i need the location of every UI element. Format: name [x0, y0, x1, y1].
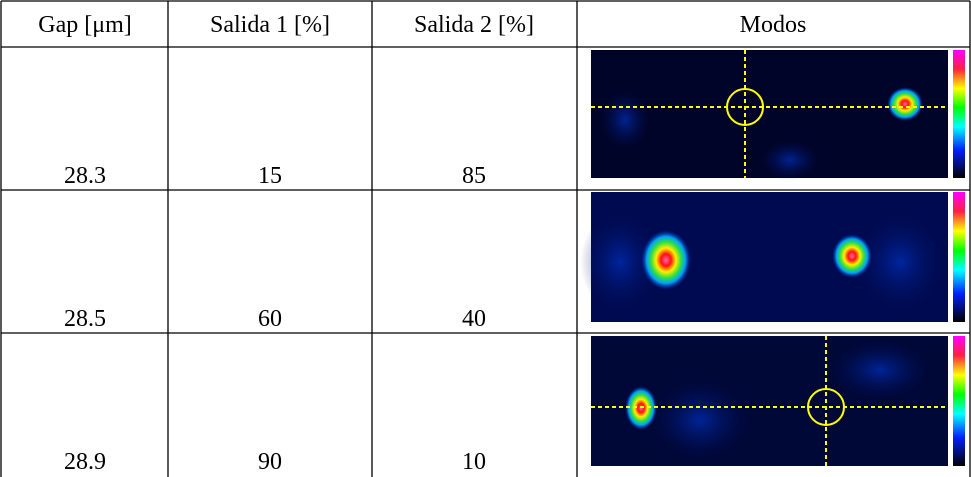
cell: 28.3 [64, 163, 106, 189]
cell: 40 [462, 306, 486, 332]
table: Gap [μm] Salida 1 [%] Salida 2 [%] Modos… [0, 0, 971, 477]
shape [953, 192, 965, 322]
shape [830, 340, 930, 400]
shape [953, 50, 965, 178]
shape [650, 380, 750, 460]
cell: 10 [462, 449, 486, 475]
header-cell: Salida 1 [%] [210, 12, 330, 38]
header-cell: Modos [740, 12, 807, 38]
header-cell: Salida 2 [%] [414, 12, 534, 38]
cell: 28.9 [64, 449, 106, 475]
cell: 28.5 [64, 306, 106, 332]
cell: 60 [258, 306, 282, 332]
cell: 15 [258, 163, 282, 189]
shape [832, 234, 872, 278]
header-cell: Gap [μm] [38, 12, 132, 38]
cell: 90 [258, 449, 282, 475]
cell: 85 [462, 163, 486, 189]
mode-image [591, 50, 965, 180]
mode-image [580, 192, 965, 322]
mode-image [591, 336, 965, 466]
shape [641, 230, 691, 290]
shape [953, 336, 965, 466]
shape [600, 90, 650, 150]
shape [887, 87, 923, 121]
shape [760, 140, 820, 180]
